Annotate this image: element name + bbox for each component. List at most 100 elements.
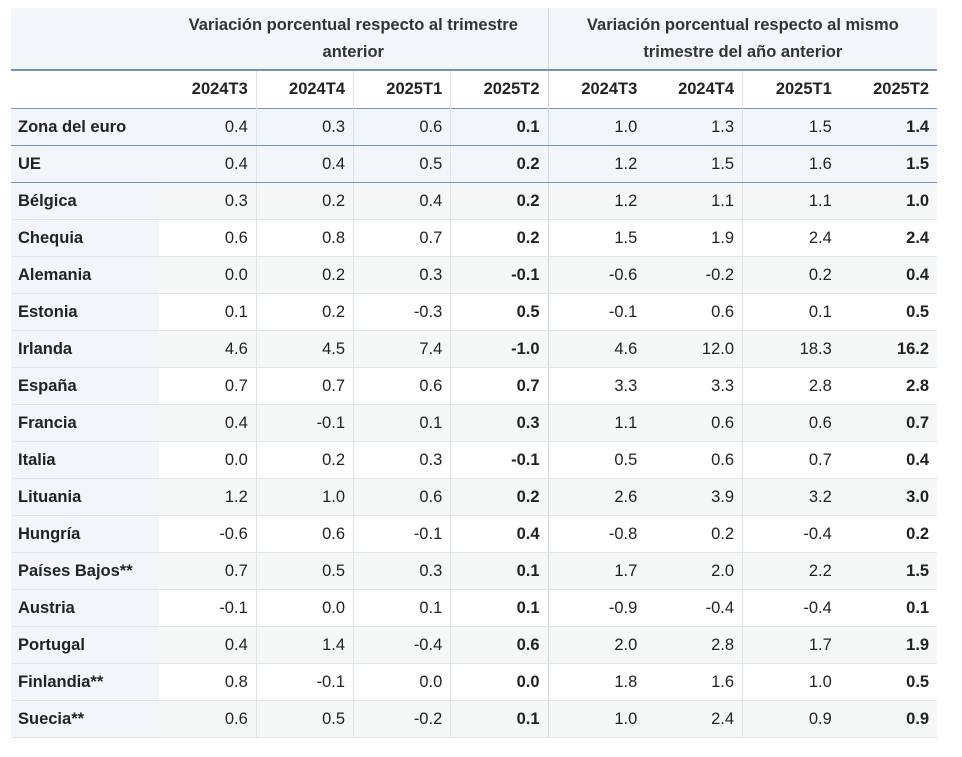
value-cell: 1.0 xyxy=(742,663,840,701)
value-cell: 0.0 xyxy=(450,663,549,701)
table-row: Chequia 0.6 0.8 0.7 0.2 1.5 1.9 2.4 2.4 xyxy=(11,219,938,257)
value-cell: 0.0 xyxy=(256,589,355,627)
value-cell: 1.5 xyxy=(742,108,840,146)
value-cell: 1.9 xyxy=(645,219,744,257)
value-cell: 1.2 xyxy=(548,145,646,183)
value-cell: -0.4 xyxy=(742,589,840,627)
value-cell: -0.6 xyxy=(548,256,646,294)
value-cell: 1.6 xyxy=(742,145,840,183)
value-cell: 3.9 xyxy=(645,478,744,516)
value-cell: 0.1 xyxy=(353,404,452,442)
value-cell: 4.6 xyxy=(548,330,646,368)
value-cell: 0.7 xyxy=(839,404,938,442)
value-cell: -0.4 xyxy=(353,626,452,664)
value-cell: 1.5 xyxy=(839,552,938,590)
value-cell: 0.5 xyxy=(839,293,938,331)
value-cell: 0.6 xyxy=(256,515,355,553)
value-cell: 0.2 xyxy=(256,441,355,479)
value-cell: 1.3 xyxy=(645,108,744,146)
value-cell: 0.1 xyxy=(450,108,549,146)
country-name: Austria xyxy=(11,589,159,627)
table-body: Zona del euro 0.4 0.3 0.6 0.1 1.0 1.3 1.5 1.4 UE 0… xyxy=(11,108,938,738)
value-cell: 4.6 xyxy=(159,330,257,368)
country-name: Alemania xyxy=(11,256,159,294)
value-cell: 0.5 xyxy=(548,441,646,479)
value-cell: 0.1 xyxy=(353,589,452,627)
value-cell: 0.3 xyxy=(450,404,549,442)
value-cell: 0.4 xyxy=(159,404,257,442)
value-cell: 0.2 xyxy=(256,293,355,331)
gdp-growth-table: Variación porcentual respecto al trimest… xyxy=(11,8,938,738)
gdp-table-container: Variación porcentual respecto al trimest… xyxy=(11,8,938,738)
value-cell: 1.5 xyxy=(548,219,646,257)
value-cell: 2.2 xyxy=(742,552,840,590)
value-cell: 0.4 xyxy=(159,145,257,183)
value-cell: 0.2 xyxy=(450,219,549,257)
value-cell: 1.8 xyxy=(548,663,646,701)
value-cell: 1.2 xyxy=(548,182,646,220)
value-cell: 0.6 xyxy=(353,478,452,516)
country-name: Chequia xyxy=(11,219,159,257)
value-cell: 3.3 xyxy=(548,367,646,405)
value-cell: -0.1 xyxy=(450,441,549,479)
value-cell: 2.0 xyxy=(645,552,744,590)
value-cell: -0.1 xyxy=(256,404,355,442)
value-cell: 7.4 xyxy=(353,330,452,368)
value-cell: 1.9 xyxy=(839,626,938,664)
value-cell: 0.6 xyxy=(159,700,257,738)
value-cell: 1.0 xyxy=(548,108,646,146)
value-cell: 0.5 xyxy=(839,663,938,701)
value-cell: 1.2 xyxy=(159,478,257,516)
value-cell: 0.1 xyxy=(159,293,257,331)
value-cell: 0.3 xyxy=(353,441,452,479)
value-cell: 1.1 xyxy=(645,182,744,220)
quarter-header: 2025T2 xyxy=(839,70,938,109)
value-cell: 1.0 xyxy=(839,182,938,220)
country-name: Francia xyxy=(11,404,159,442)
value-cell: 0.1 xyxy=(450,589,549,627)
table-row: Suecia** 0.6 0.5 -0.2 0.1 1.0 2.4 0.9 0.9 xyxy=(11,700,938,738)
value-cell: -1.0 xyxy=(450,330,549,368)
value-cell: 0.2 xyxy=(450,182,549,220)
value-cell: 0.1 xyxy=(839,589,938,627)
country-name: Finlandia** xyxy=(11,663,159,701)
table-row: Alemania 0.0 0.2 0.3 -0.1 -0.6 -0.2 0.2 0.4 xyxy=(11,256,938,294)
value-cell: 1.0 xyxy=(548,700,646,738)
value-cell: 0.9 xyxy=(742,700,840,738)
value-cell: 0.4 xyxy=(839,256,938,294)
value-cell: 16.2 xyxy=(839,330,938,368)
value-cell: 0.3 xyxy=(353,552,452,590)
value-cell: -0.4 xyxy=(742,515,840,553)
value-cell: 0.2 xyxy=(645,515,744,553)
value-cell: 0.6 xyxy=(742,404,840,442)
value-cell: 0.9 xyxy=(839,700,938,738)
value-cell: -0.1 xyxy=(548,293,646,331)
value-cell: 0.7 xyxy=(450,367,549,405)
value-cell: 2.8 xyxy=(839,367,938,405)
value-cell: 1.4 xyxy=(839,108,938,146)
table-row: Italia 0.0 0.2 0.3 -0.1 0.5 0.6 0.7 0.4 xyxy=(11,441,938,479)
table-row: Bélgica 0.3 0.2 0.4 0.2 1.2 1.1 1.1 1.0 xyxy=(11,182,938,220)
quarter-header: 2024T3 xyxy=(159,70,257,109)
value-cell: -0.1 xyxy=(353,515,452,553)
value-cell: 3.0 xyxy=(839,478,938,516)
group-header-row: Variación porcentual respecto al trimest… xyxy=(11,8,938,70)
table-row: Zona del euro 0.4 0.3 0.6 0.1 1.0 1.3 1.5 1.4 xyxy=(11,108,938,146)
value-cell: 12.0 xyxy=(645,330,744,368)
table-row: Austria -0.1 0.0 0.1 0.1 -0.9 -0.4 -0.4 0.1 xyxy=(11,589,938,627)
value-cell: 1.7 xyxy=(548,552,646,590)
value-cell: 0.2 xyxy=(450,145,549,183)
quarter-header: 2024T4 xyxy=(645,70,744,109)
value-cell: 18.3 xyxy=(742,330,840,368)
table-row: Países Bajos** 0.7 0.5 0.3 0.1 1.7 2.0 2.2 1.5 xyxy=(11,552,938,590)
country-name: Irlanda xyxy=(11,330,159,368)
value-cell: 1.1 xyxy=(548,404,646,442)
value-cell: 0.0 xyxy=(159,256,257,294)
value-cell: -0.9 xyxy=(548,589,646,627)
value-cell: 0.2 xyxy=(256,256,355,294)
country-name: Italia xyxy=(11,441,159,479)
group-header-prev-quarter: Variación porcentual respecto al trimest… xyxy=(159,8,549,70)
value-cell: 2.4 xyxy=(742,219,840,257)
value-cell: 0.3 xyxy=(256,108,355,146)
value-cell: 2.8 xyxy=(742,367,840,405)
